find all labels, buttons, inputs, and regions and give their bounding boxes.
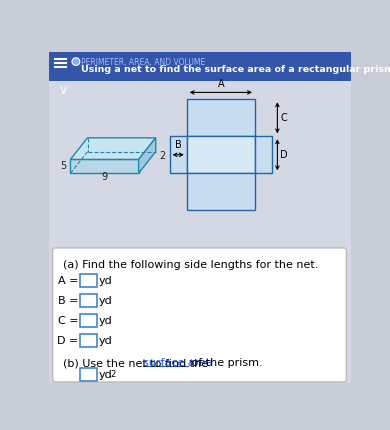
- FancyBboxPatch shape: [49, 52, 351, 81]
- Text: (a) Find the following side lengths for the net.: (a) Find the following side lengths for …: [63, 260, 318, 270]
- FancyBboxPatch shape: [80, 274, 97, 287]
- Polygon shape: [71, 138, 156, 160]
- Text: 5: 5: [60, 161, 67, 171]
- Text: yd: yd: [99, 316, 113, 326]
- FancyBboxPatch shape: [80, 334, 97, 347]
- Text: D =: D =: [57, 336, 78, 346]
- Text: (b) Use the net to find the: (b) Use the net to find the: [63, 358, 211, 368]
- Text: ∨: ∨: [58, 83, 67, 97]
- Text: yd: yd: [99, 276, 113, 286]
- Polygon shape: [255, 136, 272, 173]
- FancyBboxPatch shape: [53, 248, 346, 382]
- Text: yd: yd: [99, 336, 113, 346]
- Polygon shape: [187, 99, 255, 136]
- Text: 9: 9: [101, 172, 108, 182]
- Text: 2: 2: [110, 370, 115, 379]
- Text: PERIMETER, AREA, AND VOLUME: PERIMETER, AREA, AND VOLUME: [81, 58, 206, 67]
- Text: yd: yd: [99, 370, 113, 380]
- FancyBboxPatch shape: [80, 294, 97, 307]
- Polygon shape: [139, 138, 156, 173]
- Polygon shape: [170, 136, 187, 173]
- Text: C =: C =: [58, 316, 78, 326]
- Polygon shape: [187, 136, 255, 173]
- FancyBboxPatch shape: [80, 368, 97, 381]
- Text: yd: yd: [99, 296, 113, 306]
- Text: A =: A =: [58, 276, 78, 286]
- FancyBboxPatch shape: [80, 314, 97, 327]
- Text: D: D: [280, 150, 288, 160]
- FancyBboxPatch shape: [52, 83, 74, 98]
- Polygon shape: [71, 160, 139, 173]
- FancyBboxPatch shape: [49, 81, 351, 383]
- Text: A: A: [218, 79, 224, 89]
- Text: of the prism.: of the prism.: [188, 358, 263, 368]
- Text: C: C: [280, 113, 287, 123]
- Text: B =: B =: [58, 296, 78, 306]
- Text: Using a net to find the surface area of a rectangular prism: Using a net to find the surface area of …: [81, 65, 390, 74]
- Text: surface area: surface area: [143, 358, 213, 368]
- Text: B: B: [175, 140, 182, 150]
- Polygon shape: [187, 173, 255, 210]
- Circle shape: [72, 58, 80, 65]
- Text: 2: 2: [159, 150, 165, 160]
